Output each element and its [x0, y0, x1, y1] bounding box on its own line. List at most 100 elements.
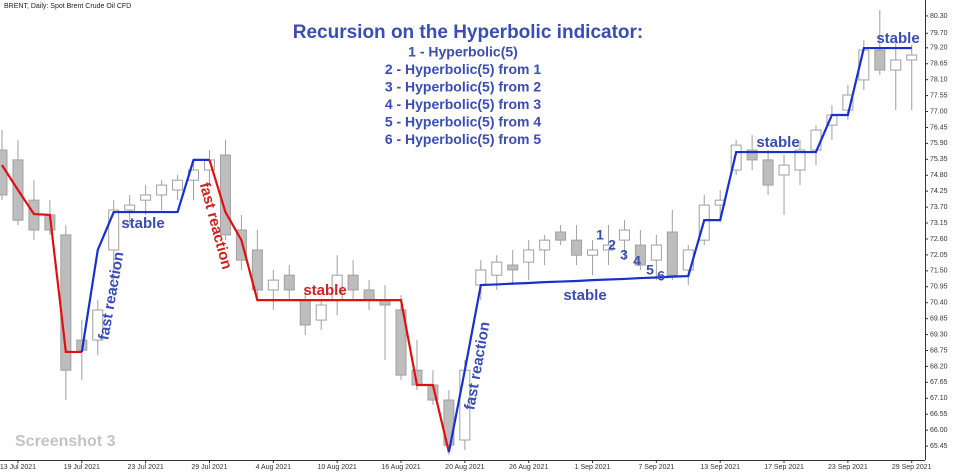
candle-body [874, 49, 886, 71]
annotation: 4 [633, 253, 641, 269]
y-tick-label: 65.45 [930, 443, 948, 450]
candle-body [810, 129, 822, 151]
candle-body [108, 209, 120, 251]
candle-body [730, 144, 742, 171]
candle-body [666, 231, 678, 276]
candle-body [92, 309, 104, 341]
x-tick-label: 23 Jul 2021 [128, 464, 164, 471]
candle-body [251, 249, 263, 291]
y-tick-label: 69.85 [930, 315, 948, 322]
y-tick-label: 74.80 [930, 172, 948, 179]
y-tick-label: 75.35 [930, 156, 948, 163]
y-tick-label: 68.75 [930, 347, 948, 354]
candle-body [842, 94, 854, 111]
x-tick-label: 10 Aug 2021 [317, 464, 356, 471]
x-tick-label: 23 Sep 2021 [828, 464, 868, 471]
chart-title: Recursion on the Hyperbolic indicator: [293, 22, 644, 43]
y-tick-label: 79.70 [930, 30, 948, 37]
symbol-label: BRENT, Daily: Spot Brent Crude Oil CFD [4, 3, 131, 10]
candle-body [267, 279, 279, 291]
candle-body [618, 229, 630, 241]
candle-body [283, 274, 295, 291]
indicator-line [447, 46, 912, 453]
candle-body [539, 239, 551, 251]
annotation: 6 [657, 268, 665, 284]
y-tick-label: 71.50 [930, 268, 948, 275]
candle-body [523, 249, 535, 263]
y-tick-label: 72.05 [930, 252, 948, 259]
watermark: Screenshot 3 [15, 433, 116, 450]
candle-body [395, 309, 407, 376]
candle-body [507, 264, 519, 271]
y-tick-label: 76.45 [930, 124, 948, 131]
annotation: 5 [646, 262, 654, 278]
y-tick-label: 68.20 [930, 363, 948, 370]
x-tick-label: 19 Jul 2021 [64, 464, 100, 471]
annotation: stable [756, 134, 799, 151]
y-tick-label: 67.10 [930, 395, 948, 402]
annotation: 2 [608, 237, 616, 253]
y-tick-label: 67.65 [930, 379, 948, 386]
x-tick-label: 29 Sep 2021 [892, 464, 932, 471]
candle-body [634, 244, 646, 266]
candle-body [650, 244, 662, 261]
annotation: 1 [596, 227, 604, 243]
candle-body [890, 59, 902, 71]
annotation: stable [121, 215, 164, 232]
subtitle-line: 5 - Hyperbolic(5) from 4 [385, 114, 542, 130]
candle-body [140, 194, 152, 201]
candle-body [156, 184, 168, 196]
candle-body [172, 179, 184, 191]
x-tick-label: 4 Aug 2021 [256, 464, 292, 471]
candle-body [363, 289, 375, 301]
subtitle-line: 4 - Hyperbolic(5) from 3 [385, 96, 542, 112]
candle-body [571, 239, 583, 256]
indicator-line [208, 159, 450, 453]
x-tick-label: 13 Jul 2021 [0, 464, 36, 471]
candle-body [491, 261, 503, 276]
y-tick-label: 77.55 [930, 92, 948, 99]
x-tick-label: 7 Sep 2021 [638, 464, 674, 471]
annotation: stable [876, 30, 919, 47]
x-tick-label: 1 Sep 2021 [575, 464, 611, 471]
y-tick-label: 69.30 [930, 331, 948, 338]
candle-body [794, 149, 806, 171]
candle-body [315, 304, 327, 321]
x-tick-label: 13 Sep 2021 [700, 464, 740, 471]
candle-body [124, 204, 136, 211]
x-tick-label: 16 Aug 2021 [381, 464, 420, 471]
y-tick-label: 74.25 [930, 188, 948, 195]
candle-body [778, 164, 790, 176]
y-tick-label: 77.00 [930, 108, 948, 115]
y-tick-label: 75.90 [930, 140, 948, 147]
candle-body [235, 229, 247, 261]
candle-body [299, 299, 311, 326]
annotation: stable [563, 287, 606, 304]
y-tick-label: 73.15 [930, 220, 948, 227]
candle-body [906, 54, 918, 61]
annotation: stable [303, 282, 346, 299]
y-tick-label: 70.40 [930, 300, 948, 307]
x-tick-label: 26 Aug 2021 [509, 464, 548, 471]
subtitle-line: 1 - Hyperbolic(5) [408, 44, 518, 60]
y-tick-label: 66.55 [930, 411, 948, 418]
y-tick-label: 78.10 [930, 77, 948, 84]
candle-body [602, 244, 614, 251]
annotation: 3 [620, 247, 628, 263]
y-tick-label: 66.00 [930, 427, 948, 434]
candle-body [555, 231, 567, 241]
candle-body [746, 149, 758, 161]
y-tick-label: 80.30 [930, 13, 948, 20]
y-tick-label: 79.20 [930, 45, 948, 52]
subtitle-line: 6 - Hyperbolic(5) from 5 [385, 131, 542, 147]
y-tick-label: 70.95 [930, 284, 948, 291]
candle-body [347, 274, 359, 291]
candle-body [762, 159, 774, 186]
indicator-line [1, 164, 82, 354]
indicator-line [80, 158, 210, 353]
y-tick-label: 73.70 [930, 204, 948, 211]
y-tick-label: 72.60 [930, 236, 948, 243]
x-tick-label: 20 Aug 2021 [445, 464, 484, 471]
